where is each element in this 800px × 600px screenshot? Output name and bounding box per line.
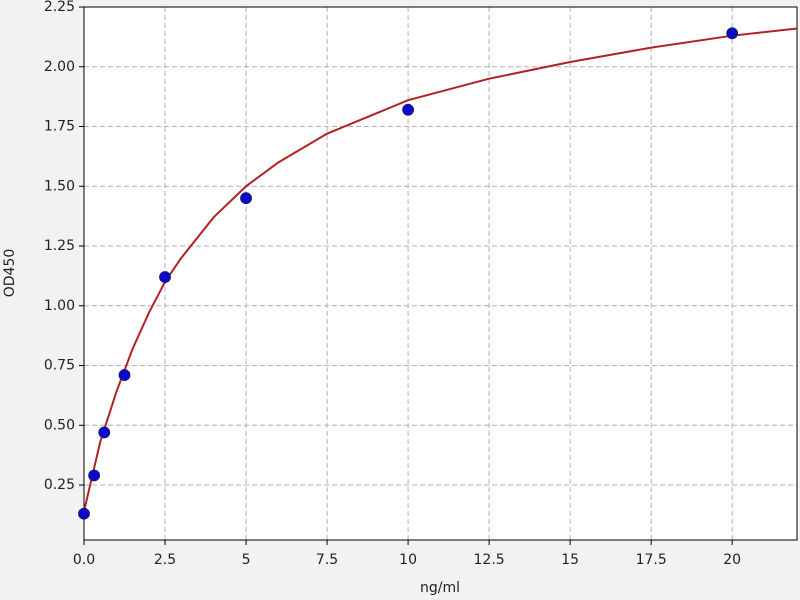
y-tick-label: 0.50 <box>44 417 75 433</box>
data-point <box>402 103 414 116</box>
x-tick-label: 20 <box>723 552 741 568</box>
x-axis-label: ng/ml <box>420 580 460 596</box>
data-point <box>726 27 739 40</box>
data-point <box>118 369 131 381</box>
data-point <box>159 271 171 283</box>
y-tick-label: 0.75 <box>44 358 75 374</box>
x-tick-label: 7.5 <box>316 552 338 568</box>
y-tick-label: 1.75 <box>44 119 75 135</box>
data-point <box>78 507 90 520</box>
data-point <box>240 192 252 205</box>
plot-area <box>84 7 797 540</box>
x-tick-label: 5 <box>242 552 251 568</box>
y-tick-label: 1.25 <box>44 238 75 254</box>
x-tick-label: 0.0 <box>73 552 95 568</box>
data-point <box>98 426 111 439</box>
y-tick-label: 1.50 <box>44 178 75 194</box>
y-axis-label: OD450 <box>2 249 18 298</box>
axes-frame <box>83 6 798 541</box>
y-tick-label: 0.25 <box>44 477 75 493</box>
x-tick-label: 10 <box>399 552 417 568</box>
fit-curve <box>83 27 798 512</box>
x-tick-label: 12.5 <box>474 552 505 568</box>
y-tick-label: 2.00 <box>44 59 75 75</box>
y-tick-label: 1.00 <box>44 298 75 314</box>
x-tick-label: 15 <box>561 552 579 568</box>
data-point <box>88 469 101 482</box>
x-tick-label: 2.5 <box>154 552 176 568</box>
y-tick-label: 2.25 <box>44 0 75 15</box>
x-tick-label: 17.5 <box>636 552 667 568</box>
